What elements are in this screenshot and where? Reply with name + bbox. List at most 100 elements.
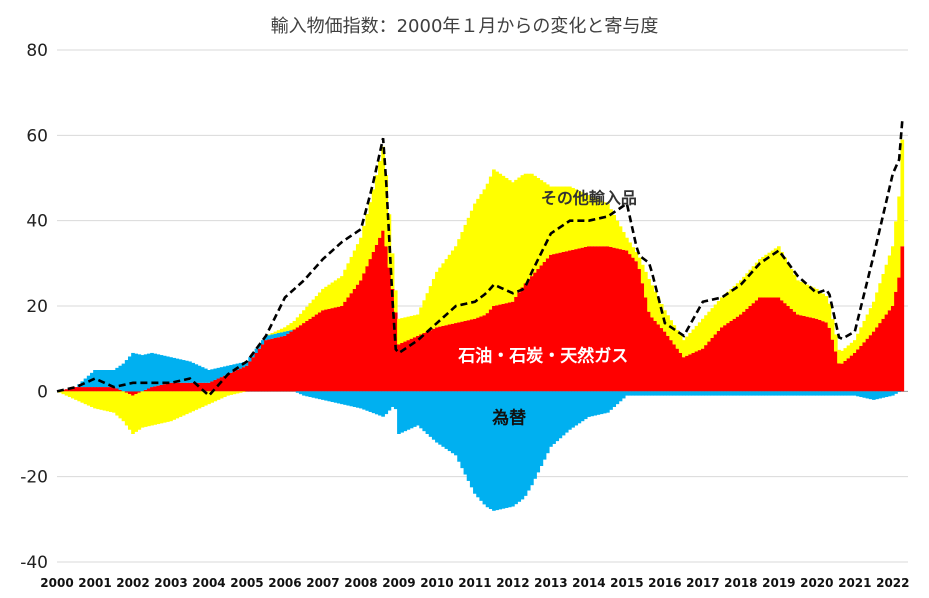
bar-other [713,304,718,335]
bar-other [637,257,642,270]
bar-fx [302,391,306,396]
bar-oil [67,388,72,392]
bar-oil [105,387,110,392]
bar-other [849,342,854,356]
bar-other [222,391,227,398]
bar-fx [542,391,547,460]
bar-fx [862,391,867,398]
bar-fx [286,330,290,334]
bar-other [241,391,246,393]
bar-fx [697,391,702,396]
bar-oil [96,387,100,392]
y-tick-label: 20 [26,297,48,317]
bar-other [729,288,734,321]
bar-other [321,288,325,311]
bar-fx [561,391,566,436]
bar-fx [802,391,806,396]
bar-fx [729,391,734,396]
bar-oil [222,375,227,392]
x-tick-label: 2013 [534,576,567,590]
bar-other [669,320,674,341]
bar-fx [849,391,854,396]
bar-fx [435,391,439,443]
bar-oil [229,372,233,392]
bar-oil [723,325,727,392]
bar-other [647,278,651,312]
bar-other [153,391,157,425]
bar-other [270,333,275,335]
bar-fx [830,391,835,396]
bar-oil [352,288,357,392]
bar-other [704,315,708,346]
bar-oil [704,345,708,392]
y-tick-label: 0 [37,382,48,402]
bar-fx [105,370,110,388]
bar-oil [131,391,135,396]
bar-fx [637,391,642,396]
x-tick-label: 2021 [838,576,871,590]
bar-oil [308,318,313,392]
bar-fx [780,391,784,396]
bar-other [754,262,759,301]
bar-oil [710,338,715,392]
bar-oil [606,246,610,392]
bar-oil [473,318,477,392]
bar-oil [789,308,794,392]
bar-other [821,293,825,322]
bar-oil [761,297,765,392]
bar-fx [526,391,531,491]
bar-fx [431,391,436,440]
bar-oil [403,341,408,392]
bar-other [175,391,180,419]
bar-oil [514,296,518,392]
bar-oil [327,308,332,392]
bar-oil [169,382,173,392]
bar-other [378,160,382,238]
bar-other [764,254,768,298]
bar-oil [783,303,787,392]
bar-other [564,186,569,252]
bar-oil [672,344,677,392]
bar-other [226,391,230,396]
bar-other [789,269,794,309]
bar-fx [495,391,499,511]
bar-fx [511,391,515,507]
bar-other [200,391,205,407]
bar-fx [574,391,579,426]
bar-fx [634,391,639,396]
x-tick-label: 2009 [382,576,415,590]
bar-fx [156,354,161,386]
bar-oil [162,384,167,392]
bar-other [583,193,588,247]
bar-other [875,292,879,328]
bar-other [279,328,284,333]
bar-oil [368,259,373,392]
bar-fx [672,391,677,396]
bar-fx [688,391,693,396]
bar-other [210,391,214,403]
bar-other [238,391,243,393]
bar-oil [188,382,192,392]
bar-fx [479,391,484,501]
bar-fx [343,391,347,405]
bar-other [412,315,417,338]
x-tick-label: 2019 [762,576,795,590]
bar-other [720,297,724,328]
bar-other [634,251,639,262]
bar-fx [425,391,430,434]
bar-oil [333,307,338,392]
bar-oil [406,340,411,392]
bar-oil [498,304,503,392]
bar-other [685,336,689,356]
bar-fx [723,391,727,396]
x-tick-label: 2004 [192,576,225,590]
bar-fx [210,369,214,382]
x-tick-label: 2005 [230,576,263,590]
bar-oil [447,324,452,392]
bar-other [58,391,62,393]
bar-oil [495,305,499,392]
bar-fx [894,391,898,394]
bar-oil [552,254,556,392]
bar-other [124,392,129,426]
